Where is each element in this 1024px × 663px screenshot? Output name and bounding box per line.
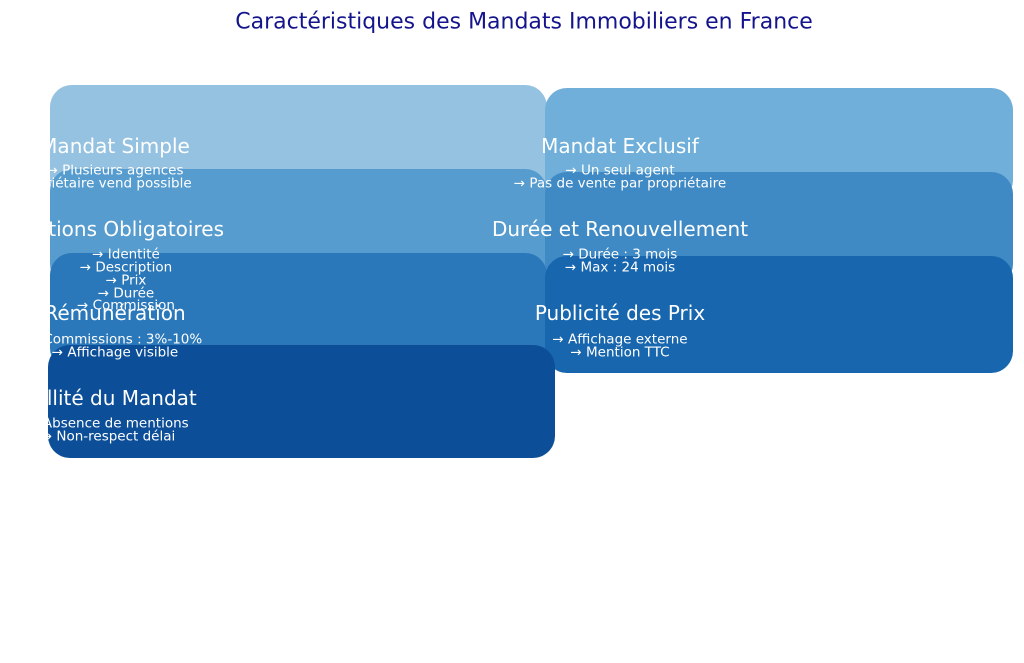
heading-mentions-obligatoires: Mentions Obligatoires — [6, 217, 224, 241]
item-prix: → Prix — [105, 272, 147, 289]
item-affichage-externe: → Affichage externe — [552, 331, 688, 348]
item-proprietaire-vend-possible: → Propriétaire vend possible — [0, 175, 192, 192]
item-pas-de-vente-par-proprietaire: → Pas de vente par propriétaire — [513, 175, 727, 192]
item-non-respect-delai: → Non-respect délai — [40, 428, 176, 445]
item-duree: → Durée — [97, 285, 155, 302]
heading-mandat-simple: Mandat Simple — [40, 134, 190, 158]
item-identite: → Identité — [92, 246, 160, 263]
item-plusieurs-agences: → Plusieurs agences — [46, 162, 184, 179]
item-max-24-mois: → Max : 24 mois — [564, 259, 676, 276]
page-title: Caractéristiques des Mandats Immobiliers… — [235, 9, 813, 35]
item-mention-ttc: → Mention TTC — [570, 344, 670, 361]
item-commission: → Commission — [77, 297, 175, 314]
item-duree-3-mois: → Durée : 3 mois — [562, 246, 678, 263]
item-absence-de-mentions: → Absence de mentions — [27, 415, 189, 432]
heading-nullite-du-mandat: Nullité du Mandat — [19, 386, 197, 410]
heading-publicite-des-prix: Publicité des Prix — [534, 301, 706, 325]
heading-duree-et-renouvellement: Durée et Renouvellement — [491, 217, 749, 241]
heading-remuneration: Rémunération — [44, 301, 186, 325]
item-un-seul-agent: → Un seul agent — [565, 162, 675, 179]
item-commissions-3-10: → Commissions : 3%-10% — [27, 331, 203, 348]
item-affichage-visible: → Affichage visible — [51, 344, 179, 361]
box-nullite-du-mandat — [48, 345, 555, 458]
box-publicite-des-prix — [545, 256, 1013, 373]
heading-mandat-exclusif: Mandat Exclusif — [541, 134, 699, 158]
item-description: → Description — [79, 259, 173, 276]
